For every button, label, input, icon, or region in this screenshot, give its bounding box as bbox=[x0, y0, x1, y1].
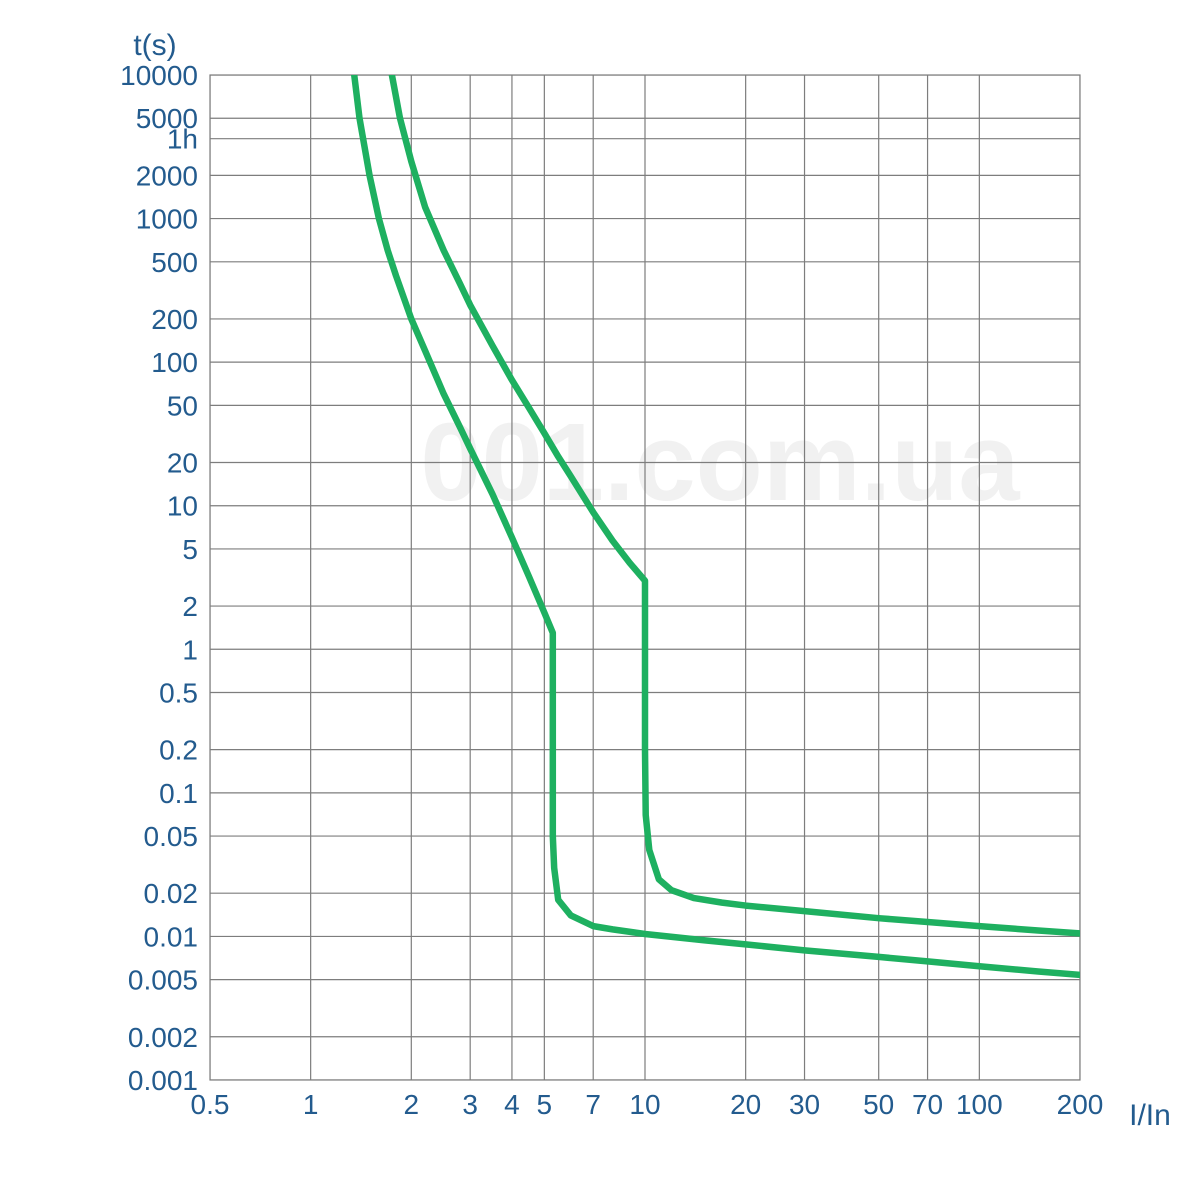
x-tick-label: 1 bbox=[303, 1089, 319, 1120]
x-tick-label: 20 bbox=[730, 1089, 761, 1120]
y-tick-label: 0.5 bbox=[159, 678, 198, 709]
y-tick-label: 500 bbox=[151, 247, 198, 278]
y-tick-label: 2 bbox=[182, 591, 198, 622]
x-tick-label: 50 bbox=[863, 1089, 894, 1120]
x-tick-label: 70 bbox=[912, 1089, 943, 1120]
x-tick-label: 2 bbox=[404, 1089, 420, 1120]
x-tick-label: 4 bbox=[504, 1089, 520, 1120]
y-tick-label: 0.1 bbox=[159, 778, 198, 809]
x-tick-label: 3 bbox=[462, 1089, 478, 1120]
x-tick-label: 30 bbox=[789, 1089, 820, 1120]
y-tick-label: 2000 bbox=[136, 160, 198, 191]
y-tick-label: 5 bbox=[182, 534, 198, 565]
y-tick-label: 100 bbox=[151, 347, 198, 378]
y-tick-label: 0.02 bbox=[144, 878, 199, 909]
x-axis-title: I/In bbox=[1129, 1099, 1171, 1132]
y-tick-label: 0.01 bbox=[144, 921, 199, 952]
x-tick-label: 7 bbox=[585, 1089, 601, 1120]
x-tick-label: 100 bbox=[956, 1089, 1003, 1120]
chart-svg: 001.com.ua0.5123457102030507010020010000… bbox=[0, 0, 1200, 1200]
x-tick-label: 200 bbox=[1057, 1089, 1104, 1120]
y-tick-label: 50 bbox=[167, 390, 198, 421]
y-tick-label: 1 bbox=[182, 634, 198, 665]
x-tick-label: 5 bbox=[537, 1089, 553, 1120]
trip-curve-chart: 001.com.ua0.5123457102030507010020010000… bbox=[0, 0, 1200, 1200]
y-tick-label: 10000 bbox=[120, 60, 198, 91]
y-tick-label: 0.005 bbox=[128, 965, 198, 996]
y-tick-label: 0.05 bbox=[144, 821, 199, 852]
y-tick-label: 200 bbox=[151, 304, 198, 335]
x-tick-label: 10 bbox=[629, 1089, 660, 1120]
y-tick-label: 10 bbox=[167, 491, 198, 522]
y-tick-label: 1000 bbox=[136, 204, 198, 235]
y-axis-title: t(s) bbox=[133, 29, 176, 62]
y-tick-label: 0.2 bbox=[159, 735, 198, 766]
y-tick-label: 1h bbox=[167, 124, 198, 155]
y-tick-label: 20 bbox=[167, 447, 198, 478]
y-tick-label: 0.002 bbox=[128, 1022, 198, 1053]
y-tick-label: 0.001 bbox=[128, 1065, 198, 1096]
